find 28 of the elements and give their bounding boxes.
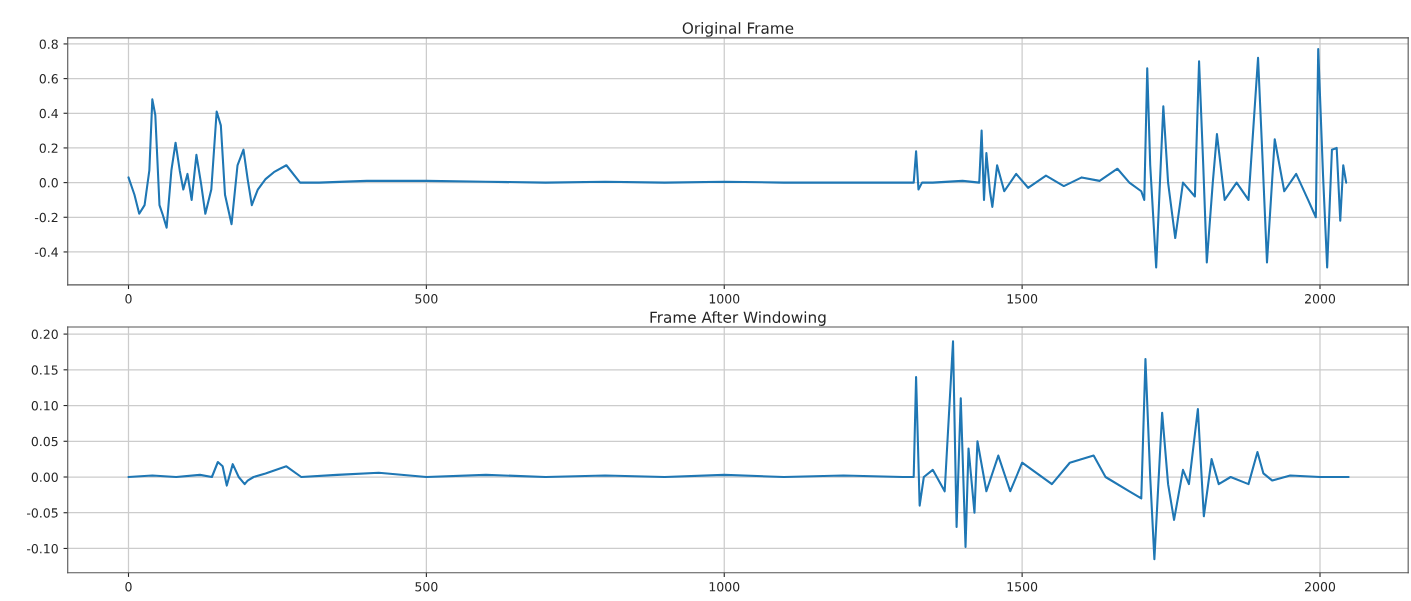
x-tick-label: 1500 bbox=[1007, 582, 1038, 592]
y-tick-label: 0.0 bbox=[39, 178, 58, 188]
y-tick-label: 0.4 bbox=[39, 108, 58, 119]
y-tick-label: -0.4 bbox=[34, 247, 58, 257]
y-tick-label: -0.05 bbox=[26, 508, 58, 518]
line-series bbox=[127, 48, 1348, 269]
line-series bbox=[127, 340, 1350, 561]
chart-title: Frame After Windowing bbox=[650, 311, 826, 326]
x-tick-label: 2000 bbox=[1305, 582, 1336, 592]
y-tick-label: 0.15 bbox=[31, 365, 58, 375]
y-tick-label: 0.2 bbox=[39, 143, 58, 153]
y-tick-label: 0.00 bbox=[31, 472, 58, 482]
x-tick-label: 0 bbox=[125, 294, 132, 304]
y-tick-label: -0.10 bbox=[26, 543, 58, 554]
x-tick-label: 500 bbox=[415, 582, 438, 592]
x-tick-label: 0 bbox=[125, 582, 132, 592]
y-tick-label: -0.2 bbox=[34, 212, 58, 223]
x-tick-label: 1000 bbox=[709, 294, 740, 304]
x-tick-label: 1500 bbox=[1007, 294, 1038, 304]
y-tick-label: 0.20 bbox=[31, 329, 58, 340]
y-tick-label: 0.8 bbox=[39, 39, 58, 49]
x-tick-label: 2000 bbox=[1305, 294, 1336, 304]
y-tick-label: 0.10 bbox=[31, 401, 58, 411]
chart-title: Original Frame bbox=[682, 22, 794, 37]
x-tick-label: 1000 bbox=[709, 582, 740, 592]
y-tick-label: 0.6 bbox=[39, 74, 58, 84]
y-tick-label: 0.05 bbox=[31, 436, 58, 447]
x-tick-label: 500 bbox=[415, 294, 438, 304]
